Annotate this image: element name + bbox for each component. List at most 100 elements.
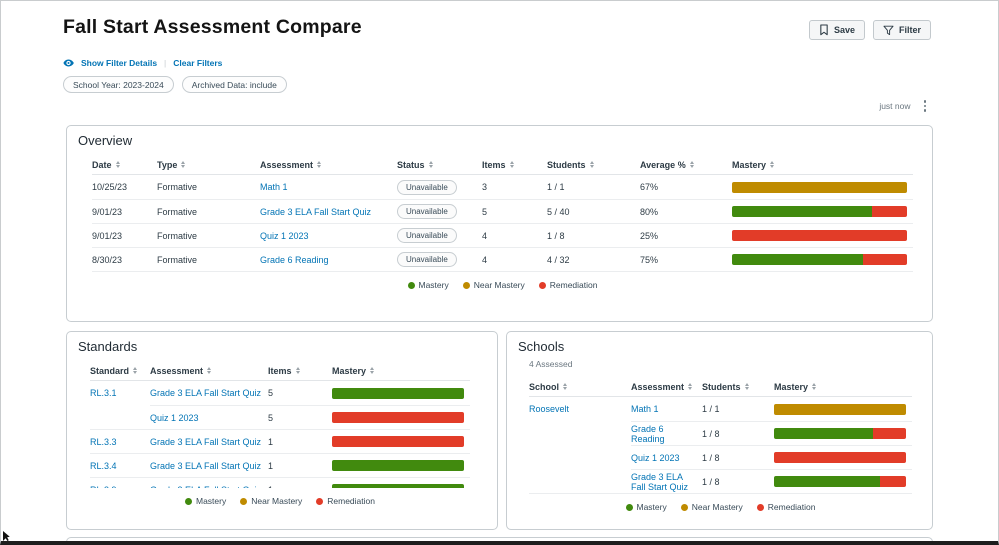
sort-arrows-icon	[688, 383, 692, 391]
column-header[interactable]: Mastery	[732, 155, 913, 174]
assessment-link[interactable]: Grade 6 Reading	[260, 254, 329, 265]
mastery-bar	[774, 452, 906, 463]
sort-arrows-icon	[116, 161, 120, 169]
sort-arrows-icon	[590, 161, 594, 169]
assessment-link[interactable]: Grade 3 ELA Fall Start Quiz	[150, 460, 262, 471]
assessment-link[interactable]: Grade 3 ELA Fall Start Quiz	[150, 388, 262, 398]
save-button[interactable]: Save	[808, 20, 865, 40]
average-cell: 67%	[640, 182, 659, 192]
standards-card: Standards Standard Assessment Items	[66, 331, 498, 530]
overview-card: Overview Date Type Assessment	[66, 125, 933, 322]
column-header[interactable]: Status	[397, 155, 482, 174]
column-header[interactable]: Students	[702, 377, 774, 396]
mastery-bar	[332, 436, 464, 447]
last-updated-text: just now	[879, 100, 911, 111]
table-bottom-border	[529, 493, 912, 494]
column-header[interactable]: School	[529, 377, 631, 396]
legend-dot-icon	[680, 503, 688, 511]
type-cell: Formative	[157, 247, 260, 271]
assessment-link[interactable]: Grade 3 ELA Fall Start Quiz	[260, 206, 372, 217]
funnel-icon	[883, 25, 894, 36]
legend-item: Remediation	[316, 496, 375, 506]
show-filter-details-link[interactable]: Show Filter Details	[81, 58, 158, 68]
standard-link[interactable]: RL.3.9	[90, 485, 117, 489]
standard-link[interactable]: RL.3.4	[90, 460, 117, 471]
assessment-link[interactable]: Grade 6 Reading	[631, 423, 665, 444]
schools-table: School Assessment Students Maste	[529, 377, 912, 512]
assessment-link[interactable]: Grade 3 ELA Fall Start Quiz	[631, 471, 689, 492]
sort-arrows-icon	[317, 161, 321, 169]
legend-dot-icon	[240, 497, 248, 505]
items-cell: 1	[268, 453, 332, 477]
legend-dot-icon	[625, 503, 633, 511]
assessment-link[interactable]: Grade 3 ELA Fall Start Quiz	[150, 436, 262, 447]
standard-link[interactable]: RL.3.1	[90, 388, 117, 398]
assessment-link[interactable]: Quiz 1 2023	[260, 230, 309, 241]
sort-arrows-icon	[770, 161, 774, 169]
schools-table-body: Roosevelt Math 1 1 / 1 Grade 6 Reading 1…	[529, 397, 912, 493]
filter-chip: Archived Data: include	[181, 76, 287, 93]
assessment-link[interactable]: Quiz 1 2023	[150, 412, 199, 423]
mastery-bar	[774, 476, 906, 487]
column-header[interactable]: Students	[547, 155, 640, 174]
legend-item: Remediation	[756, 502, 815, 512]
table-bottom-border	[92, 271, 913, 272]
status-badge: Unavailable	[397, 204, 457, 219]
overview-heading: Overview	[78, 133, 133, 148]
items-cell: 5	[268, 405, 332, 429]
column-header[interactable]: Standard	[90, 361, 150, 380]
mastery-bar	[332, 484, 464, 488]
average-cell: 80%	[640, 199, 732, 223]
mastery-bar	[332, 387, 464, 399]
column-header[interactable]: Assessment	[260, 155, 397, 174]
mastery-bar	[774, 428, 906, 439]
assessment-link[interactable]: Math 1	[260, 182, 288, 192]
standard-link[interactable]: RL.3.3	[90, 436, 117, 447]
column-header[interactable]: Type	[157, 155, 260, 174]
legend-item: Near Mastery	[680, 502, 743, 512]
items-cell: 1	[268, 477, 332, 488]
sort-arrows-icon	[370, 367, 374, 375]
legend-dot-icon	[538, 281, 546, 289]
legend-dot-icon	[756, 503, 764, 511]
mouse-cursor	[3, 531, 10, 541]
items-cell: 4	[482, 223, 547, 247]
column-header[interactable]: Mastery	[774, 377, 912, 396]
mastery-legend: Mastery Near Mastery Remediation	[92, 280, 913, 290]
mastery-bar	[732, 181, 907, 193]
assessment-link[interactable]: Quiz 1 2023	[631, 452, 680, 463]
column-header[interactable]: Average %	[640, 155, 732, 174]
kebab-menu-icon[interactable]	[922, 99, 929, 113]
column-header[interactable]: Assessment	[150, 361, 268, 380]
table-row: 8/30/23 Formative Grade 6 Reading Unavai…	[92, 247, 913, 271]
standards-table-header: Standard Assessment Items Master	[90, 361, 470, 381]
page-title: Fall Start Assessment Compare	[63, 16, 362, 38]
items-cell: 5	[268, 388, 274, 398]
filter-links: Show Filter Details | Clear Filters	[63, 58, 222, 68]
column-header[interactable]: Items	[482, 155, 547, 174]
assessment-link[interactable]: Math 1	[631, 404, 659, 414]
school-link[interactable]: Roosevelt	[529, 404, 570, 414]
legend-dot-icon	[462, 281, 470, 289]
mastery-bar	[332, 412, 464, 423]
mastery-bar	[732, 254, 907, 265]
status-badge: Unavailable	[397, 252, 457, 267]
column-header[interactable]: Date	[92, 155, 157, 174]
mastery-bar	[332, 460, 464, 471]
clear-filters-link[interactable]: Clear Filters	[173, 58, 223, 68]
assessment-link[interactable]: Grade 3 ELA Fall Start Quiz	[150, 485, 261, 489]
standards-table: Standard Assessment Items Master	[90, 361, 470, 506]
type-cell: Formative	[157, 182, 198, 192]
filter-chips: School Year: 2023-2024 Archived Data: inc…	[63, 76, 287, 93]
status-badge: Unavailable	[397, 179, 457, 195]
column-header[interactable]: Items	[268, 361, 332, 380]
schools-assessed-count: 4 Assessed	[529, 359, 573, 369]
filter-button[interactable]: Filter	[872, 20, 931, 40]
students-cell: 4 / 32	[547, 247, 640, 271]
column-header[interactable]: Mastery	[332, 361, 470, 380]
items-cell: 3	[482, 182, 488, 192]
last-updated-row: just now	[879, 99, 928, 113]
column-header[interactable]: Assessment	[631, 377, 702, 396]
table-row: Grade 6 Reading 1 / 8	[529, 421, 912, 445]
sort-arrows-icon	[812, 383, 816, 391]
